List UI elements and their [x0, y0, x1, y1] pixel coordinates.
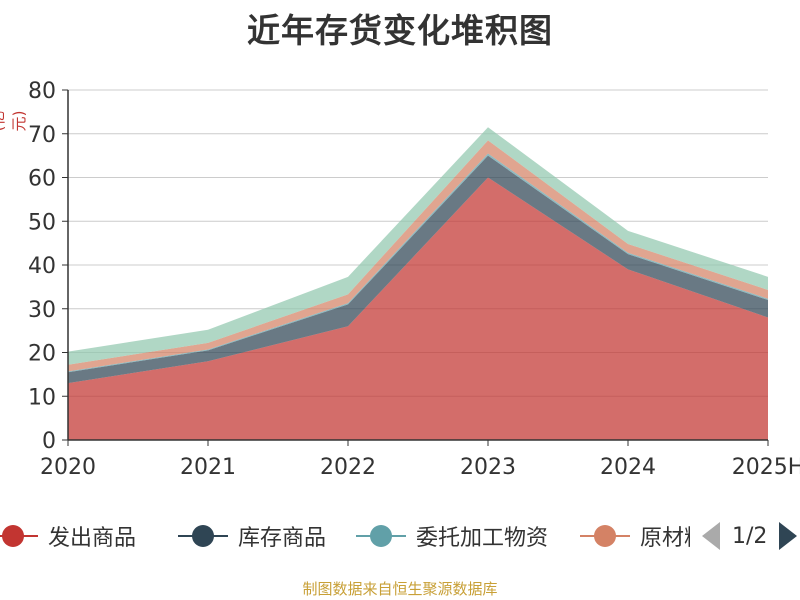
- x-tick-label: 2023: [460, 455, 516, 480]
- x-tick-label: 2024: [600, 455, 656, 480]
- x-tick-label: 2021: [180, 455, 236, 480]
- y-tick-label: 50: [28, 210, 56, 235]
- area-series-0[interactable]: [68, 177, 768, 441]
- y-tick-label: 30: [28, 298, 56, 323]
- legend-item[interactable]: 委托加工物资: [356, 518, 548, 554]
- legend-swatch-icon: [178, 521, 228, 551]
- y-tick-label: 40: [28, 254, 56, 279]
- legend-prev-arrow-icon[interactable]: [702, 522, 720, 550]
- y-tick-label: 10: [28, 385, 56, 410]
- legend-item[interactable]: 库存商品: [178, 518, 326, 554]
- stacked-area-chart: 0 10 20 30 40 50 60 70 80 2020 2021 2022 2023 2024 202…: [28, 79, 800, 480]
- y-tick-label: 20: [28, 342, 56, 367]
- legend-item[interactable]: 发出商品: [0, 518, 136, 554]
- chart-title: 近年存货变化堆积图: [247, 11, 553, 50]
- legend-label: 委托加工物资: [416, 526, 549, 551]
- x-tick-label: 2022: [320, 455, 376, 480]
- y-tick-label: 80: [28, 79, 56, 104]
- x-tick-label: 2020: [40, 455, 96, 480]
- legend-swatch-icon: [0, 521, 38, 551]
- legend-label: 库存商品: [238, 526, 327, 551]
- legend: 发出商品 库存商品 委托加工物资 原材料 1/2: [0, 518, 800, 554]
- legend-next-arrow-icon[interactable]: [779, 522, 798, 550]
- y-tick-label: 70: [28, 123, 56, 148]
- y-tick-label: 0: [42, 429, 56, 454]
- legend-pager: 1/2: [702, 518, 798, 554]
- x-tick-label: 2025H: [732, 455, 800, 480]
- legend-swatch-icon: [356, 521, 406, 551]
- legend-label: 发出商品: [48, 526, 137, 551]
- legend-label: 原材料: [640, 526, 690, 551]
- source-footer: 制图数据来自恒生聚源数据库: [302, 580, 498, 598]
- area-series-1[interactable]: [68, 155, 768, 384]
- legend-swatch-icon: [580, 521, 630, 551]
- legend-page-indicator: 1/2: [732, 523, 768, 549]
- legend-item[interactable]: 原材料: [580, 518, 690, 554]
- area-series-4[interactable]: [68, 127, 768, 365]
- y-tick-label: 60: [28, 167, 56, 192]
